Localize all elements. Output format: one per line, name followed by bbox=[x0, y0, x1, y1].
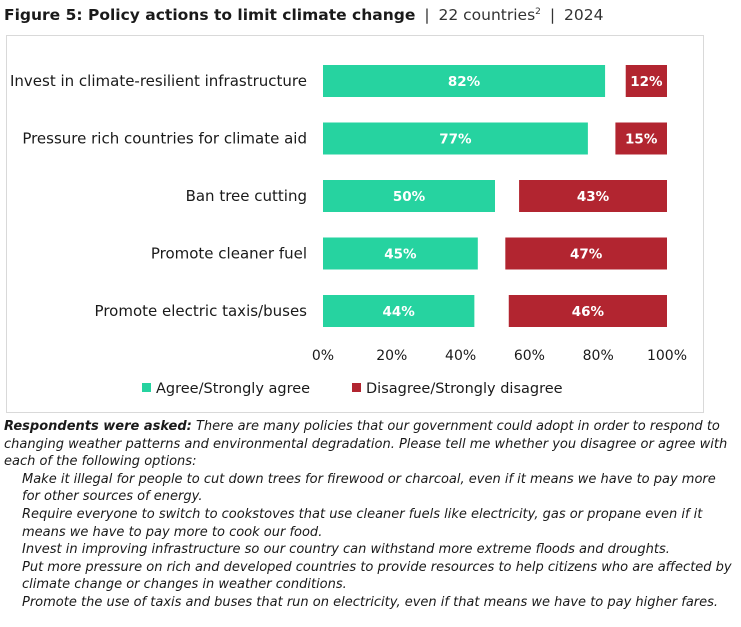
disagree-value-label: 46% bbox=[572, 304, 605, 320]
option-list-item: Make it illegal for people to cut down t… bbox=[22, 471, 716, 505]
agree-value-label: 44% bbox=[383, 304, 416, 320]
title-separator-1: | bbox=[424, 6, 430, 24]
figure-title: Figure 5: Policy actions to limit climat… bbox=[4, 6, 603, 24]
disagree-value-label: 15% bbox=[625, 132, 658, 148]
footnote-mark: 2 bbox=[535, 6, 541, 17]
agree-value-label: 77% bbox=[439, 132, 472, 148]
x-tick-label: 20% bbox=[376, 348, 407, 364]
question-notes: Respondents were asked: There are many p… bbox=[4, 418, 734, 612]
disagree-bar bbox=[625, 65, 667, 97]
legend-disagree-swatch bbox=[352, 383, 361, 392]
agree-value-label: 45% bbox=[384, 247, 417, 263]
category-label: Ban tree cutting bbox=[186, 187, 307, 205]
country-count-text: 22 countries bbox=[438, 6, 536, 24]
x-tick-label: 40% bbox=[445, 348, 476, 364]
x-tick-label: 0% bbox=[312, 348, 334, 364]
title-separator-2: | bbox=[549, 6, 556, 24]
country-count: 22 countries2 bbox=[439, 6, 541, 24]
agree-bar bbox=[323, 295, 475, 327]
disagree-bar bbox=[519, 180, 667, 212]
agree-bar bbox=[323, 65, 606, 97]
agree-bar bbox=[323, 122, 588, 155]
agree-value-label: 50% bbox=[393, 189, 426, 205]
x-tick-label: 60% bbox=[514, 348, 545, 364]
chart-frame bbox=[6, 35, 704, 413]
disagree-bar bbox=[508, 295, 667, 327]
agree-value-label: 82% bbox=[448, 74, 481, 90]
question-body: There are many policies that our governm… bbox=[4, 419, 728, 470]
question-lead: Respondents were asked: bbox=[4, 419, 192, 434]
category-label: Promote electric taxis/buses bbox=[95, 302, 308, 320]
figure-heading: Figure 5: Policy actions to limit climat… bbox=[4, 6, 416, 24]
disagree-value-label: 12% bbox=[630, 74, 663, 90]
option-list-item: Promote the use of taxis and buses that … bbox=[22, 594, 719, 610]
option-list-item: Put more pressure on rich and developed … bbox=[22, 559, 732, 593]
disagree-value-label: 43% bbox=[577, 189, 610, 205]
option-list-item: Invest in improving infrastructure so ou… bbox=[22, 542, 670, 558]
bar-chart: Invest in climate-resilient infrastructu… bbox=[10, 65, 687, 397]
agree-bar bbox=[323, 237, 478, 270]
category-label: Pressure rich countries for climate aid bbox=[22, 130, 307, 148]
question-text: Respondents were asked: There are many p… bbox=[4, 418, 734, 471]
survey-year: 2024 bbox=[564, 6, 604, 24]
disagree-bar bbox=[615, 122, 667, 155]
legend-agree-swatch bbox=[142, 383, 151, 392]
legend-agree-label: Agree/Strongly agree bbox=[156, 381, 310, 397]
option-list-item: Require everyone to switch to cookstoves… bbox=[22, 506, 703, 540]
x-tick-label: 100% bbox=[647, 348, 687, 364]
x-tick-label: 80% bbox=[583, 348, 614, 364]
legend-disagree-label: Disagree/Strongly disagree bbox=[366, 381, 563, 397]
agree-bar bbox=[323, 180, 495, 212]
category-label: Promote cleaner fuel bbox=[151, 245, 307, 263]
category-label: Invest in climate-resilient infrastructu… bbox=[10, 72, 307, 90]
disagree-value-label: 47% bbox=[570, 247, 603, 263]
disagree-bar bbox=[505, 237, 667, 270]
